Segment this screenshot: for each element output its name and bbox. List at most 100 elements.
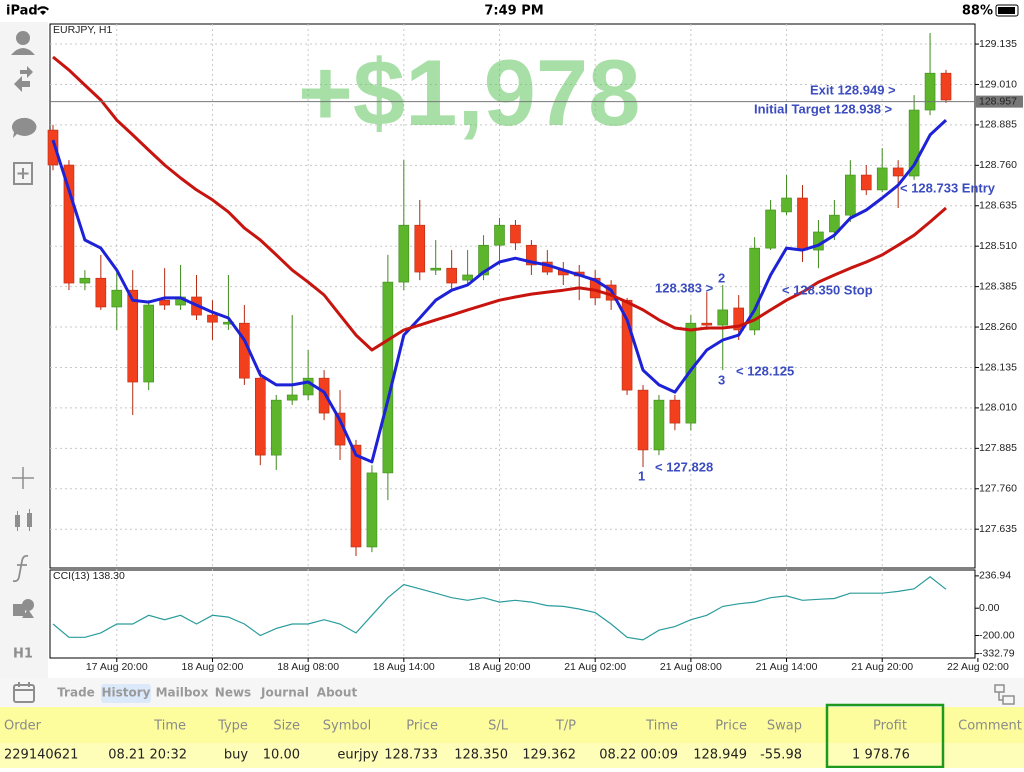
- candle-body: [510, 224, 521, 244]
- annotation: 2: [718, 270, 725, 285]
- candle-body: [382, 281, 394, 474]
- annotation: 128.383 >: [655, 280, 714, 295]
- y-tick-label: 128.510: [979, 240, 1017, 252]
- history-table: Order Time Type Size Symbol Price S/L T/P Time Pr…: [4, 719, 1022, 763]
- y-tick-label: 127.635: [979, 523, 1017, 535]
- y-tick-label: 128.260: [979, 321, 1017, 333]
- candle-body: [685, 322, 697, 424]
- table-header: [0, 707, 1024, 743]
- candle-body: [207, 314, 218, 323]
- candle-body: [478, 244, 489, 276]
- indicator-title: CCI(13) 138.30: [53, 570, 125, 582]
- candle-body: [430, 267, 442, 271]
- chart-layer: 129.135 129.010 128.885 128.760 128.635 128.5…: [47, 24, 1023, 673]
- column-header: Swap: [767, 719, 802, 734]
- annotation: Initial Target 128.938 >: [754, 101, 893, 116]
- table-cell: 10.00: [263, 748, 300, 763]
- candle-body: [318, 377, 330, 414]
- candle-body: [653, 399, 665, 451]
- tab[interactable]: Mailbox: [156, 686, 209, 700]
- annotation: 3: [718, 372, 725, 387]
- tab-bar: [0, 678, 1024, 707]
- table-cell: 08.22 00:09: [599, 748, 678, 763]
- candle-body: [398, 224, 410, 283]
- column-header: Profit: [873, 719, 907, 734]
- moving-average: [51, 119, 948, 464]
- column-header: Price: [715, 719, 747, 734]
- candle-body: [669, 399, 681, 424]
- tab[interactable]: Journal: [260, 686, 309, 700]
- candle-body: [79, 277, 91, 284]
- y-tick-label: 128.885: [979, 119, 1017, 131]
- calendar-button[interactable]: [13, 682, 35, 703]
- y-tick-label: 129.010: [979, 78, 1017, 90]
- y-tick-label: -200.00: [979, 629, 1015, 641]
- candle-body: [924, 72, 936, 111]
- y-tick-label: 128.385: [979, 280, 1017, 292]
- tabs: Trade History Mailbox News Journal About: [57, 684, 357, 703]
- table-cell: -55.98: [760, 748, 802, 763]
- x-tick-label: 21 Aug 02:00: [564, 661, 626, 673]
- candle-body: [526, 244, 537, 266]
- cci-chart-frame: [49, 569, 976, 659]
- table-cell: 229140621: [4, 748, 78, 763]
- wifi-icon: [37, 6, 49, 16]
- crosshair-button[interactable]: [12, 467, 34, 489]
- status-bar: [0, 0, 1024, 22]
- objects-button[interactable]: [13, 599, 34, 618]
- candle-body: [494, 224, 505, 246]
- candle-body: [781, 197, 792, 213]
- trade-button[interactable]: [14, 66, 33, 92]
- column-header: Time: [645, 719, 678, 734]
- annotation: < 128.733 Entry: [900, 180, 996, 195]
- chart-title: EURJPY, H1: [53, 24, 112, 36]
- column-header: Size: [273, 719, 300, 734]
- table-cell: eurjpy: [337, 748, 378, 763]
- candle-body: [908, 109, 920, 177]
- column-header: T/P: [555, 719, 576, 734]
- candle-body: [63, 164, 75, 284]
- candle-body: [127, 289, 139, 383]
- candle-body: [111, 289, 123, 308]
- candle-body: [462, 274, 473, 281]
- battery-level: 88%: [962, 4, 993, 19]
- timeframe-button[interactable]: H1: [13, 647, 33, 662]
- x-tick-label: 17 Aug 20:00: [86, 661, 148, 673]
- clock: 7:49 PM: [484, 4, 543, 19]
- current-price-label: 128.957: [979, 95, 1017, 107]
- table-cell: 1 978.76: [852, 748, 910, 763]
- x-tick-label: 18 Aug 08:00: [277, 661, 339, 673]
- main-chart-frame: [49, 23, 976, 569]
- column-header: Symbol: [323, 719, 371, 734]
- x-tick-label: 21 Aug 08:00: [660, 661, 722, 673]
- tab[interactable]: News: [215, 686, 251, 700]
- candle-body: [159, 299, 170, 306]
- y-tick-label: 128.760: [979, 159, 1017, 171]
- cci-line: [52, 576, 947, 641]
- tab[interactable]: History: [101, 686, 150, 700]
- battery-fill: [998, 7, 1015, 14]
- y-tick-label: 0.00: [979, 602, 1000, 614]
- candle-body: [765, 209, 776, 249]
- chat-button[interactable]: [11, 117, 37, 138]
- table-row: [0, 743, 1024, 768]
- y-tick-label: 236.94: [979, 570, 1011, 582]
- tab[interactable]: About: [317, 686, 358, 700]
- quotes-button[interactable]: [11, 31, 35, 55]
- column-header: Type: [217, 719, 248, 734]
- annotation: < 128.350 Stop: [782, 282, 873, 297]
- candle-body: [876, 167, 888, 191]
- table-cell: buy: [224, 748, 248, 763]
- layout-button[interactable]: [994, 684, 1015, 705]
- profit-overlay: +$1,978: [298, 40, 640, 145]
- x-tick-label: 18 Aug 20:00: [469, 661, 531, 673]
- candle-body: [350, 444, 362, 548]
- candle-body: [892, 167, 904, 177]
- new-order-button[interactable]: [13, 162, 33, 185]
- chart-type-button[interactable]: [15, 509, 32, 531]
- indicators-button[interactable]: [12, 554, 29, 583]
- annotation: < 127.828: [655, 459, 713, 474]
- table-cell: 129.362: [522, 748, 576, 763]
- tab[interactable]: Trade: [57, 686, 95, 700]
